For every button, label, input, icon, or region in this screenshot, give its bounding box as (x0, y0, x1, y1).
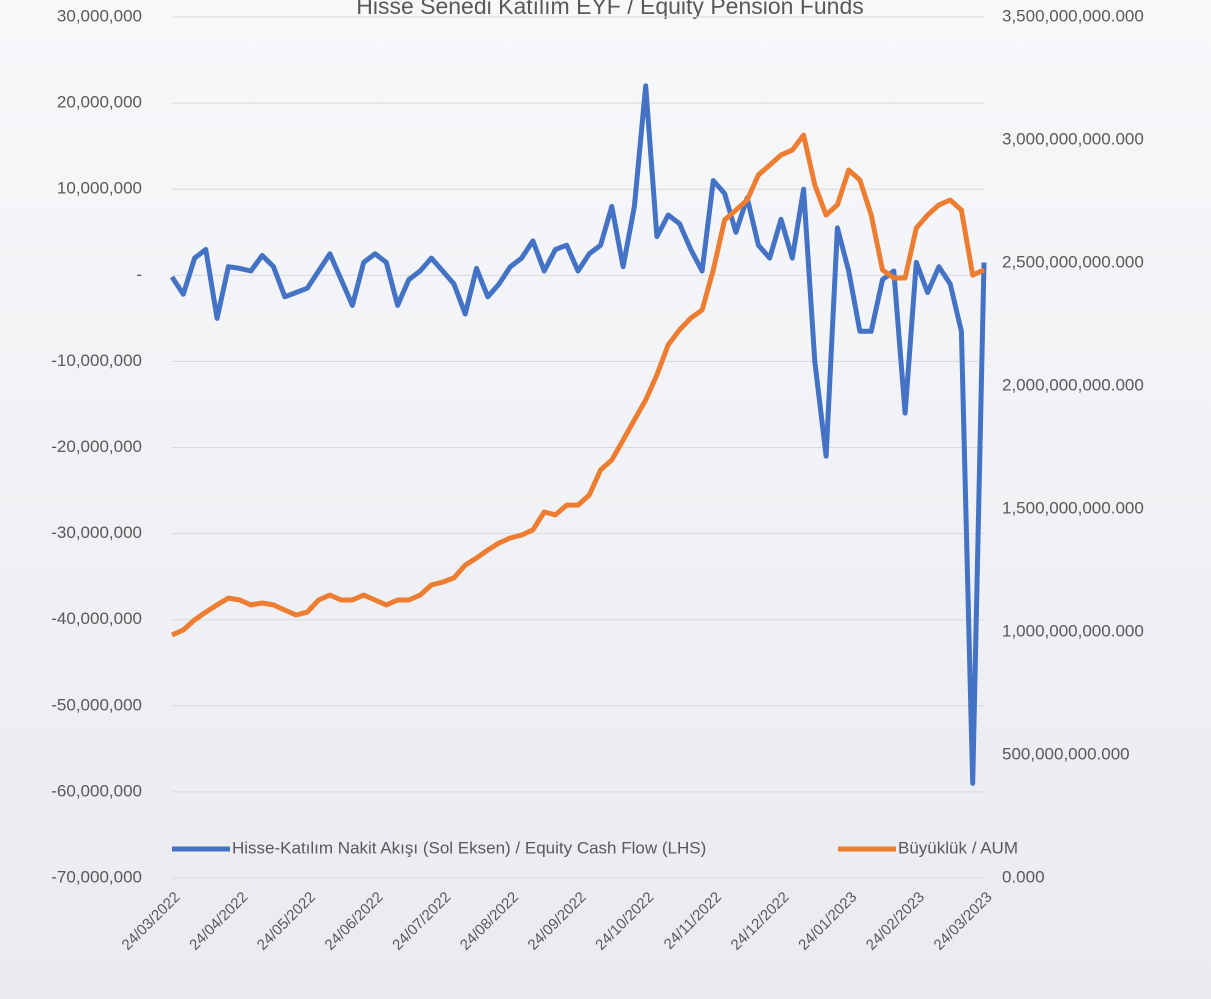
y2-tick-label: 0.000 (1002, 867, 1045, 886)
data-line (169, 83, 987, 786)
y2-tick-label: 500,000,000.000 (1002, 744, 1130, 763)
legend-label: Büyüklük / AUM (898, 838, 1018, 857)
chart-title: Hisse Senedi Katılım EYF / Equity Pensio… (356, 0, 864, 19)
y-tick-label: -40,000,000 (51, 609, 142, 628)
y-tick-label: 30,000,000 (57, 6, 142, 25)
y-tick-label: - (136, 265, 142, 284)
y2-tick-label: 1,500,000,000.000 (1002, 498, 1144, 517)
y-tick-label: -70,000,000 (51, 867, 142, 886)
y-tick-label: -60,000,000 (51, 781, 142, 800)
y2-tick-label: 2,000,000,000.000 (1002, 375, 1144, 394)
y-tick-label: -20,000,000 (51, 437, 142, 456)
data-line (170, 132, 986, 638)
y-tick-label: 10,000,000 (57, 179, 142, 198)
legend-label: Hisse-Katılım Nakit Akışı (Sol Eksen) / … (232, 838, 706, 857)
y2-tick-label: 3,000,000,000.000 (1002, 129, 1144, 148)
y-tick-label: 20,000,000 (57, 93, 142, 112)
y2-tick-label: 1,000,000,000.000 (1002, 621, 1144, 640)
y-tick-label: -50,000,000 (51, 695, 142, 714)
y2-tick-label: 2,500,000,000.000 (1002, 252, 1144, 271)
y-tick-label: -10,000,000 (51, 351, 142, 370)
y2-tick-label: 3,500,000,000.000 (1002, 6, 1144, 25)
y-tick-label: -30,000,000 (51, 523, 142, 542)
